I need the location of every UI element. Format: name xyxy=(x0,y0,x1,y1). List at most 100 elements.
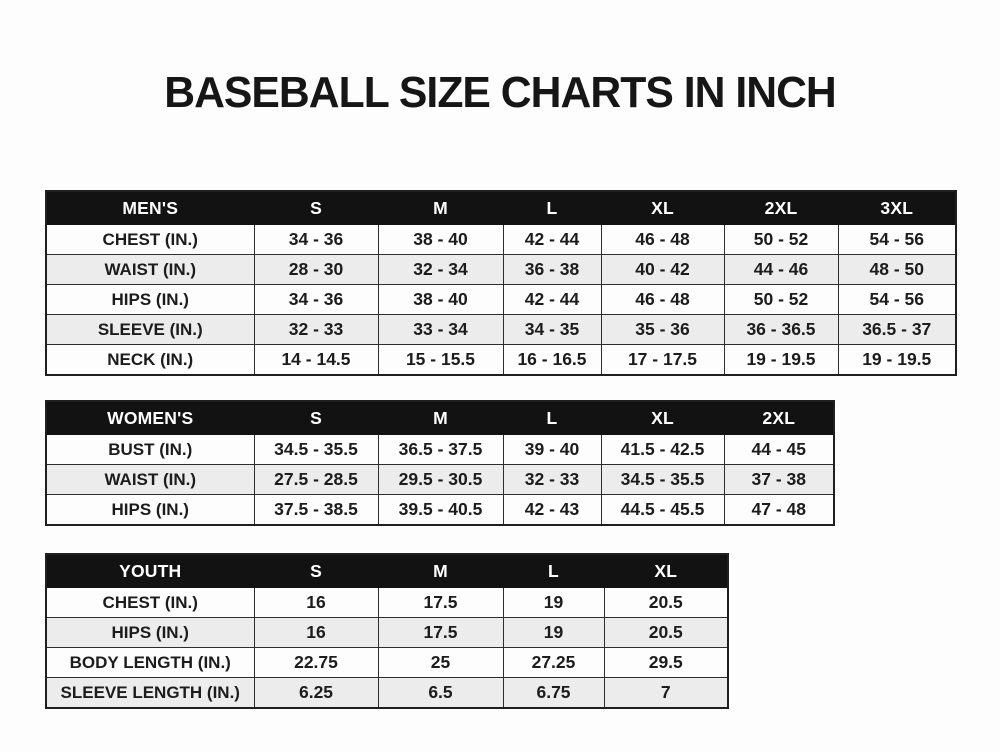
size-cell: 20.5 xyxy=(603,587,729,618)
size-cell: 54 - 56 xyxy=(837,224,957,255)
column-header: M xyxy=(377,553,504,588)
size-cell: 20.5 xyxy=(603,617,729,648)
mens-size-table: MEN'S S M L XL 2XL 3XL CHEST (IN.) 34 - … xyxy=(45,190,957,376)
column-header: WOMEN'S xyxy=(45,400,255,435)
size-cell: 39.5 - 40.5 xyxy=(377,494,504,526)
size-cell: 42 - 43 xyxy=(502,494,602,526)
table-row: WAIST (IN.) 27.5 - 28.5 29.5 - 30.5 32 -… xyxy=(45,464,835,495)
size-cell: 16 xyxy=(253,617,379,648)
size-cell: 15 - 15.5 xyxy=(377,344,504,376)
size-cell: 34 - 36 xyxy=(253,224,379,255)
row-label: WAIST (IN.) xyxy=(45,254,255,285)
size-cell: 36.5 - 37.5 xyxy=(377,434,504,465)
table-row: BODY LENGTH (IN.) 22.75 25 27.25 29.5 xyxy=(45,647,729,678)
size-cell: 44 - 46 xyxy=(723,254,839,285)
size-cell: 16 - 16.5 xyxy=(502,344,602,376)
size-cell: 35 - 36 xyxy=(600,314,725,345)
column-header: MEN'S xyxy=(45,190,255,225)
size-cell: 19 - 19.5 xyxy=(723,344,839,376)
size-cell: 42 - 44 xyxy=(502,224,602,255)
column-header: 2XL xyxy=(723,400,835,435)
size-cell: 44 - 45 xyxy=(723,434,835,465)
size-cell: 33 - 34 xyxy=(377,314,504,345)
table-row: WAIST (IN.) 28 - 30 32 - 34 36 - 38 40 -… xyxy=(45,254,957,285)
youth-size-table: YOUTH S M L XL CHEST (IN.) 16 17.5 19 20… xyxy=(45,553,729,709)
column-header: YOUTH xyxy=(45,553,255,588)
table-row: SLEEVE LENGTH (IN.) 6.25 6.5 6.75 7 xyxy=(45,677,729,709)
size-cell: 36 - 38 xyxy=(502,254,602,285)
column-header: XL xyxy=(600,190,725,225)
size-cell: 32 - 33 xyxy=(253,314,379,345)
size-cell: 37 - 38 xyxy=(723,464,835,495)
size-cell: 32 - 33 xyxy=(502,464,602,495)
size-cell: 50 - 52 xyxy=(723,224,839,255)
row-label: HIPS (IN.) xyxy=(45,284,255,315)
table-row: CHEST (IN.) 16 17.5 19 20.5 xyxy=(45,587,729,618)
size-cell: 22.75 xyxy=(253,647,379,678)
size-cell: 54 - 56 xyxy=(837,284,957,315)
size-cell: 34.5 - 35.5 xyxy=(253,434,379,465)
table-row: HIPS (IN.) 34 - 36 38 - 40 42 - 44 46 - … xyxy=(45,284,957,315)
womens-size-table: WOMEN'S S M L XL 2XL BUST (IN.) 34.5 - 3… xyxy=(45,400,835,526)
column-header: L xyxy=(502,190,602,225)
size-cell: 27.5 - 28.5 xyxy=(253,464,379,495)
size-cell: 19 xyxy=(502,617,605,648)
row-label: NECK (IN.) xyxy=(45,344,255,376)
size-cell: 34.5 - 35.5 xyxy=(600,464,725,495)
column-header: 3XL xyxy=(837,190,957,225)
size-cell: 7 xyxy=(603,677,729,709)
size-cell: 36.5 - 37 xyxy=(837,314,957,345)
column-header: M xyxy=(377,400,504,435)
size-cell: 6.5 xyxy=(377,677,504,709)
size-cell: 37.5 - 38.5 xyxy=(253,494,379,526)
column-header: S xyxy=(253,400,379,435)
youth-header-row: YOUTH S M L XL xyxy=(45,553,729,588)
column-header: XL xyxy=(600,400,725,435)
size-cell: 39 - 40 xyxy=(502,434,602,465)
size-cell: 6.75 xyxy=(502,677,605,709)
row-label: HIPS (IN.) xyxy=(45,617,255,648)
size-cell: 38 - 40 xyxy=(377,284,504,315)
row-label: WAIST (IN.) xyxy=(45,464,255,495)
size-cell: 19 - 19.5 xyxy=(837,344,957,376)
size-cell: 34 - 36 xyxy=(253,284,379,315)
column-header: L xyxy=(502,553,605,588)
column-header: L xyxy=(502,400,602,435)
size-cell: 16 xyxy=(253,587,379,618)
size-cell: 25 xyxy=(377,647,504,678)
table-row: HIPS (IN.) 37.5 - 38.5 39.5 - 40.5 42 - … xyxy=(45,494,835,526)
table-row: BUST (IN.) 34.5 - 35.5 36.5 - 37.5 39 - … xyxy=(45,434,835,465)
size-cell: 34 - 35 xyxy=(502,314,602,345)
row-label: BODY LENGTH (IN.) xyxy=(45,647,255,678)
size-cell: 28 - 30 xyxy=(253,254,379,285)
size-cell: 44.5 - 45.5 xyxy=(600,494,725,526)
column-header: M xyxy=(377,190,504,225)
size-cell: 38 - 40 xyxy=(377,224,504,255)
womens-header-row: WOMEN'S S M L XL 2XL xyxy=(45,400,835,435)
column-header: 2XL xyxy=(723,190,839,225)
row-label: SLEEVE LENGTH (IN.) xyxy=(45,677,255,709)
size-cell: 19 xyxy=(502,587,605,618)
size-cell: 17.5 xyxy=(377,617,504,648)
size-cell: 46 - 48 xyxy=(600,224,725,255)
size-cell: 14 - 14.5 xyxy=(253,344,379,376)
row-label: CHEST (IN.) xyxy=(45,224,255,255)
size-cell: 6.25 xyxy=(253,677,379,709)
size-cell: 47 - 48 xyxy=(723,494,835,526)
row-label: HIPS (IN.) xyxy=(45,494,255,526)
page-title: BASEBALL SIZE CHARTS IN INCH xyxy=(164,68,837,117)
size-cell: 50 - 52 xyxy=(723,284,839,315)
size-cell: 29.5 - 30.5 xyxy=(377,464,504,495)
size-cell: 32 - 34 xyxy=(377,254,504,285)
table-row: HIPS (IN.) 16 17.5 19 20.5 xyxy=(45,617,729,648)
column-header: S xyxy=(253,190,379,225)
row-label: SLEEVE (IN.) xyxy=(45,314,255,345)
size-cell: 17 - 17.5 xyxy=(600,344,725,376)
table-row: NECK (IN.) 14 - 14.5 15 - 15.5 16 - 16.5… xyxy=(45,344,957,376)
mens-header-row: MEN'S S M L XL 2XL 3XL xyxy=(45,190,957,225)
row-label: BUST (IN.) xyxy=(45,434,255,465)
row-label: CHEST (IN.) xyxy=(45,587,255,618)
column-header: S xyxy=(253,553,379,588)
size-cell: 17.5 xyxy=(377,587,504,618)
